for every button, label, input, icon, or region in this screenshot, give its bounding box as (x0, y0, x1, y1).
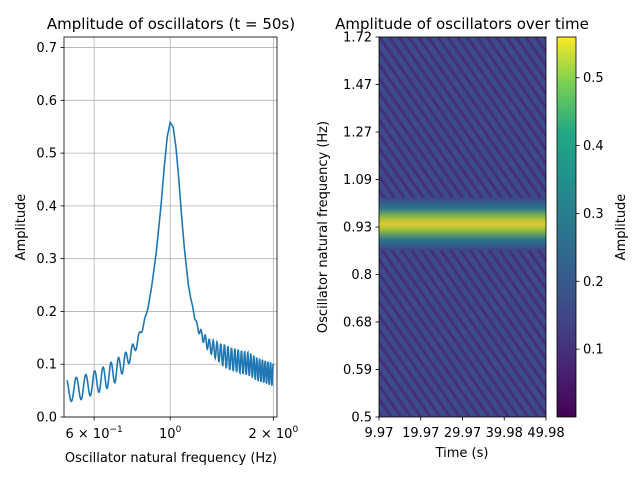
y-tick-label: 1.09 (343, 173, 372, 188)
colorbar-tick-label: 0.2 (583, 275, 604, 290)
left-gridlines (64, 37, 277, 418)
y-tick-label: 0.2 (36, 305, 57, 320)
left-x-axis-label: Oscillator natural frequency (Hz) (65, 451, 277, 466)
y-tick-label: 0.4 (36, 199, 57, 214)
amplitude-series-line (66, 120, 275, 403)
right-x-ticks: 9.97 19.97 29.97 39.98 49.98 (365, 417, 565, 441)
x-tick-label: 29.97 (444, 426, 481, 441)
y-tick-label: 1.47 (343, 78, 372, 93)
x-tick-label: 19.97 (402, 426, 439, 441)
x-tick-label: 6 × 10−1 (66, 425, 123, 442)
x-tick-base: 10 (159, 427, 176, 442)
y-tick-label: 0.93 (343, 221, 372, 236)
left-chart: Amplitude of oscillators (t = 50s) 0.00.… (14, 15, 298, 466)
left-y-axis-label: Amplitude (14, 194, 29, 261)
left-y-ticks: 0.0 0.1 0.2 0.3 0.4 0.5 0.6 0.7 (36, 41, 64, 426)
colorbar-gradient (556, 36, 577, 418)
colorbar-tick-label: 0.3 (583, 207, 604, 222)
x-tick-base: 6 × 10 (66, 427, 110, 442)
x-tick-exponent: 0 (176, 425, 182, 435)
y-tick-label: 0.7 (36, 41, 57, 56)
y-tick-label: 0.3 (36, 252, 57, 267)
x-tick-label: 39.98 (486, 426, 523, 441)
x-tick-base: 2 × 10 (248, 427, 292, 442)
colorbar: 0.1 0.2 0.3 0.4 0.5 Amplitude (556, 36, 629, 418)
y-tick-label: 0.1 (36, 358, 57, 373)
y-tick-label: 1.72 (343, 31, 372, 46)
x-tick-exponent: 0 (292, 425, 298, 435)
x-tick-label: 100 (159, 425, 182, 442)
y-tick-label: 0.5 (351, 411, 372, 426)
x-tick-label: 9.97 (365, 426, 394, 441)
heatmap-image (379, 37, 546, 417)
left-axes-frame (63, 36, 278, 418)
colorbar-tick-label: 0.4 (583, 139, 604, 154)
left-chart-title: Amplitude of oscillators (t = 50s) (47, 15, 295, 33)
colorbar-tick-label: 0.1 (583, 343, 604, 358)
right-y-axis-label: Oscillator natural frequency (Hz) (316, 121, 331, 333)
y-tick-label: 0.59 (343, 363, 372, 378)
x-tick-label: 49.98 (527, 426, 564, 441)
colorbar-ticks: 0.1 0.2 0.3 0.4 0.5 (576, 71, 604, 358)
x-tick-label: 2 × 100 (248, 425, 298, 442)
y-tick-label: 0.0 (36, 411, 57, 426)
y-tick-label: 0.8 (351, 268, 372, 283)
right-chart-title: Amplitude of oscillators over time (335, 15, 589, 33)
right-x-axis-label: Time (s) (435, 446, 489, 461)
colorbar-label: Amplitude (614, 194, 629, 261)
right-y-ticks: 0.5 0.59 0.68 0.8 0.93 1.09 1.27 1.47 1.72 (343, 31, 379, 426)
y-tick-label: 0.68 (343, 316, 372, 331)
y-tick-label: 1.27 (343, 126, 372, 141)
y-tick-label: 0.5 (36, 147, 57, 162)
x-tick-exponent: −1 (109, 425, 122, 435)
left-x-ticks: 6 × 10−1 100 2 × 100 (66, 417, 298, 442)
y-tick-label: 0.6 (36, 94, 57, 109)
colorbar-tick-label: 0.5 (583, 71, 604, 86)
right-chart: Amplitude of oscillators over time 0.50.… (316, 15, 629, 461)
